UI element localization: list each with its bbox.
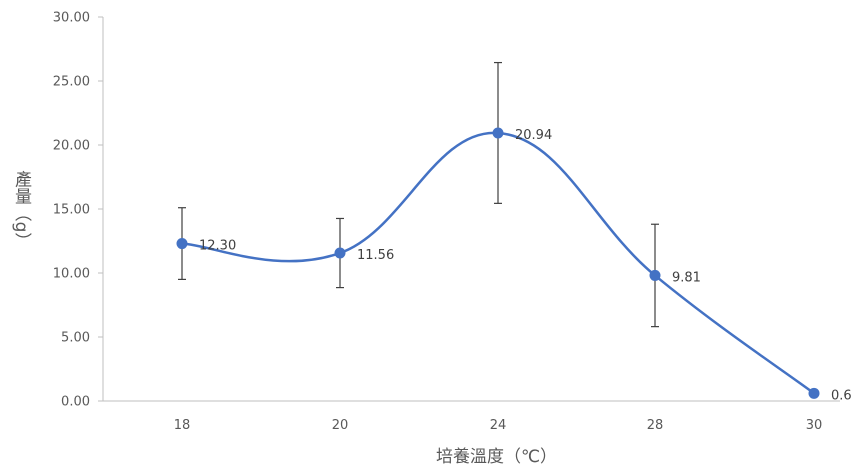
- data-point: [492, 127, 504, 139]
- x-axis-title: 培養溫度（℃）: [436, 447, 557, 467]
- y-axis: 0.00 5.00 10.00 15.00 20.00 25.00 30.00: [53, 11, 104, 410]
- data-point: [649, 269, 661, 281]
- x-tick-label: 28: [647, 418, 664, 433]
- data-labels: 12.30 11.56 20.94 9.81 0.6: [199, 128, 852, 403]
- y-tick-label: 15.00: [53, 203, 90, 218]
- data-label: 11.56: [357, 248, 394, 263]
- x-tick-label: 18: [174, 418, 191, 433]
- y-tick-label: 10.00: [53, 267, 90, 282]
- y-tick-label: 20.00: [53, 139, 90, 154]
- x-tick-label: 20: [332, 418, 349, 433]
- y-tick-label: 0.00: [61, 395, 90, 410]
- data-point: [808, 387, 820, 399]
- data-label: 20.94: [515, 128, 552, 143]
- y-axis-title: 產量（g）: [11, 171, 32, 250]
- x-tick-label: 30: [806, 418, 823, 433]
- data-label: 9.81: [672, 270, 701, 285]
- x-tick-label: 24: [490, 418, 507, 433]
- data-point: [176, 238, 188, 250]
- data-label: 0.6: [831, 388, 852, 403]
- data-label: 12.30: [199, 239, 236, 254]
- y-tick-label: 25.00: [53, 75, 90, 90]
- y-tick-label: 5.00: [61, 331, 90, 346]
- data-points: [176, 127, 820, 399]
- data-point: [334, 247, 346, 259]
- y-tick-label: 30.00: [53, 11, 90, 26]
- error-bars: [178, 61, 659, 328]
- x-axis: 18 20 24 28 30: [103, 400, 840, 433]
